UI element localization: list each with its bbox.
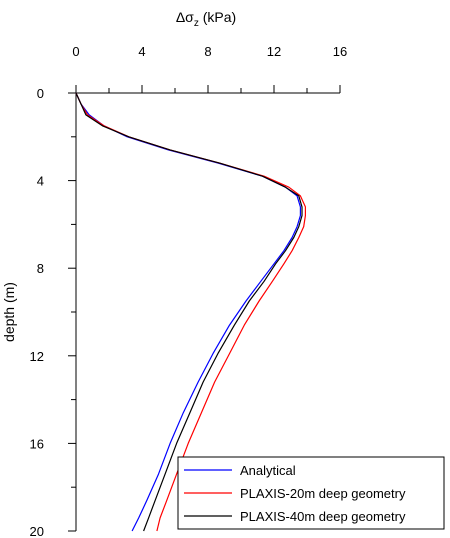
x-axis-title-subscript: z [194,18,199,29]
x-tick-label: 0 [72,44,79,59]
legend-label-2: PLAXIS-20m deep geometry [240,486,406,501]
x-axis-title: Δσz (kPa) [176,9,236,29]
legend-label-1: Analytical [240,463,296,478]
y-tick-label: 8 [37,261,44,276]
x-tick-label: 16 [333,44,347,59]
y-tick-label: 0 [37,86,44,101]
axes: 0 4 8 12 16 0 4 8 12 16 20 [30,44,348,538]
y-tick-label: 4 [37,174,44,189]
x-axis-title-unit: (kPa) [199,9,236,25]
x-axis-title-main: Δσ [176,9,194,25]
x-tick-label: 12 [267,44,281,59]
y-tick-label: 20 [30,524,44,538]
y-tick-label: 16 [30,436,44,451]
x-tick-label: 4 [138,44,145,59]
legend: Analytical PLAXIS-20m deep geometry PLAXIS… [177,456,445,530]
x-tick-label: 8 [204,44,211,59]
y-tick-label: 12 [30,349,44,364]
y-axis-title: depth (m) [1,282,17,342]
series-line-3 [75,92,303,532]
legend-label-3: PLAXIS-40m deep geometry [240,509,406,524]
series-lines [75,92,306,532]
